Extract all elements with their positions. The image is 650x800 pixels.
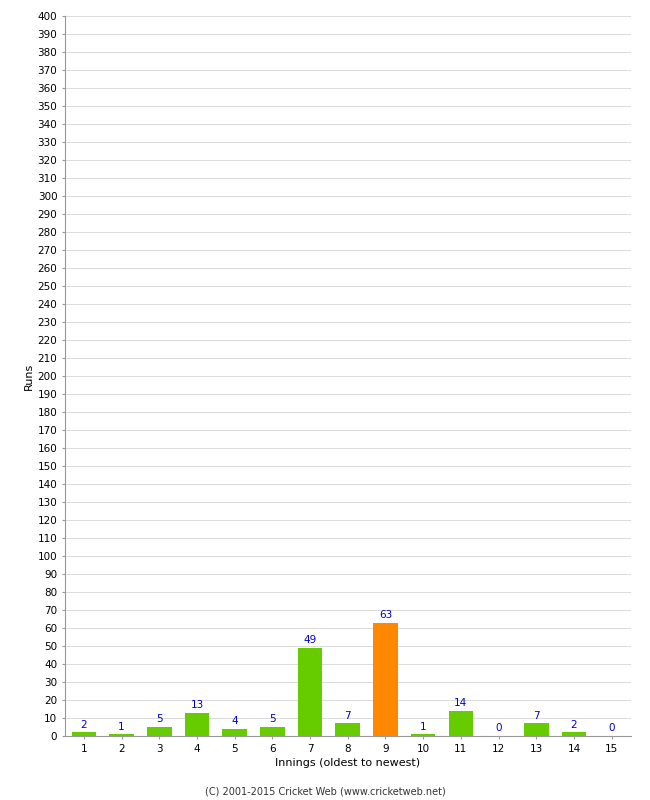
Text: (C) 2001-2015 Cricket Web (www.cricketweb.net): (C) 2001-2015 Cricket Web (www.cricketwe… [205, 786, 445, 796]
Text: 7: 7 [344, 710, 351, 721]
Bar [185, 713, 209, 736]
Text: 63: 63 [379, 610, 392, 620]
Text: 7: 7 [533, 710, 540, 721]
Text: 1: 1 [420, 722, 426, 731]
Bar [222, 729, 247, 736]
Text: 14: 14 [454, 698, 467, 708]
Y-axis label: Runs: Runs [23, 362, 33, 390]
Text: 2: 2 [81, 720, 87, 730]
Bar [260, 727, 285, 736]
Bar [335, 723, 360, 736]
Bar [524, 723, 549, 736]
Bar [298, 648, 322, 736]
Bar [448, 711, 473, 736]
Text: 0: 0 [608, 723, 615, 734]
Bar [109, 734, 134, 736]
Text: 0: 0 [495, 723, 502, 734]
X-axis label: Innings (oldest to newest): Innings (oldest to newest) [275, 758, 421, 768]
Bar [72, 733, 96, 736]
Bar [373, 622, 398, 736]
Text: 4: 4 [231, 716, 238, 726]
Text: 2: 2 [571, 720, 577, 730]
Text: 5: 5 [156, 714, 162, 724]
Bar [147, 727, 172, 736]
Text: 49: 49 [304, 635, 317, 645]
Text: 1: 1 [118, 722, 125, 731]
Text: 5: 5 [269, 714, 276, 724]
Bar [562, 733, 586, 736]
Text: 13: 13 [190, 700, 203, 710]
Bar [411, 734, 436, 736]
